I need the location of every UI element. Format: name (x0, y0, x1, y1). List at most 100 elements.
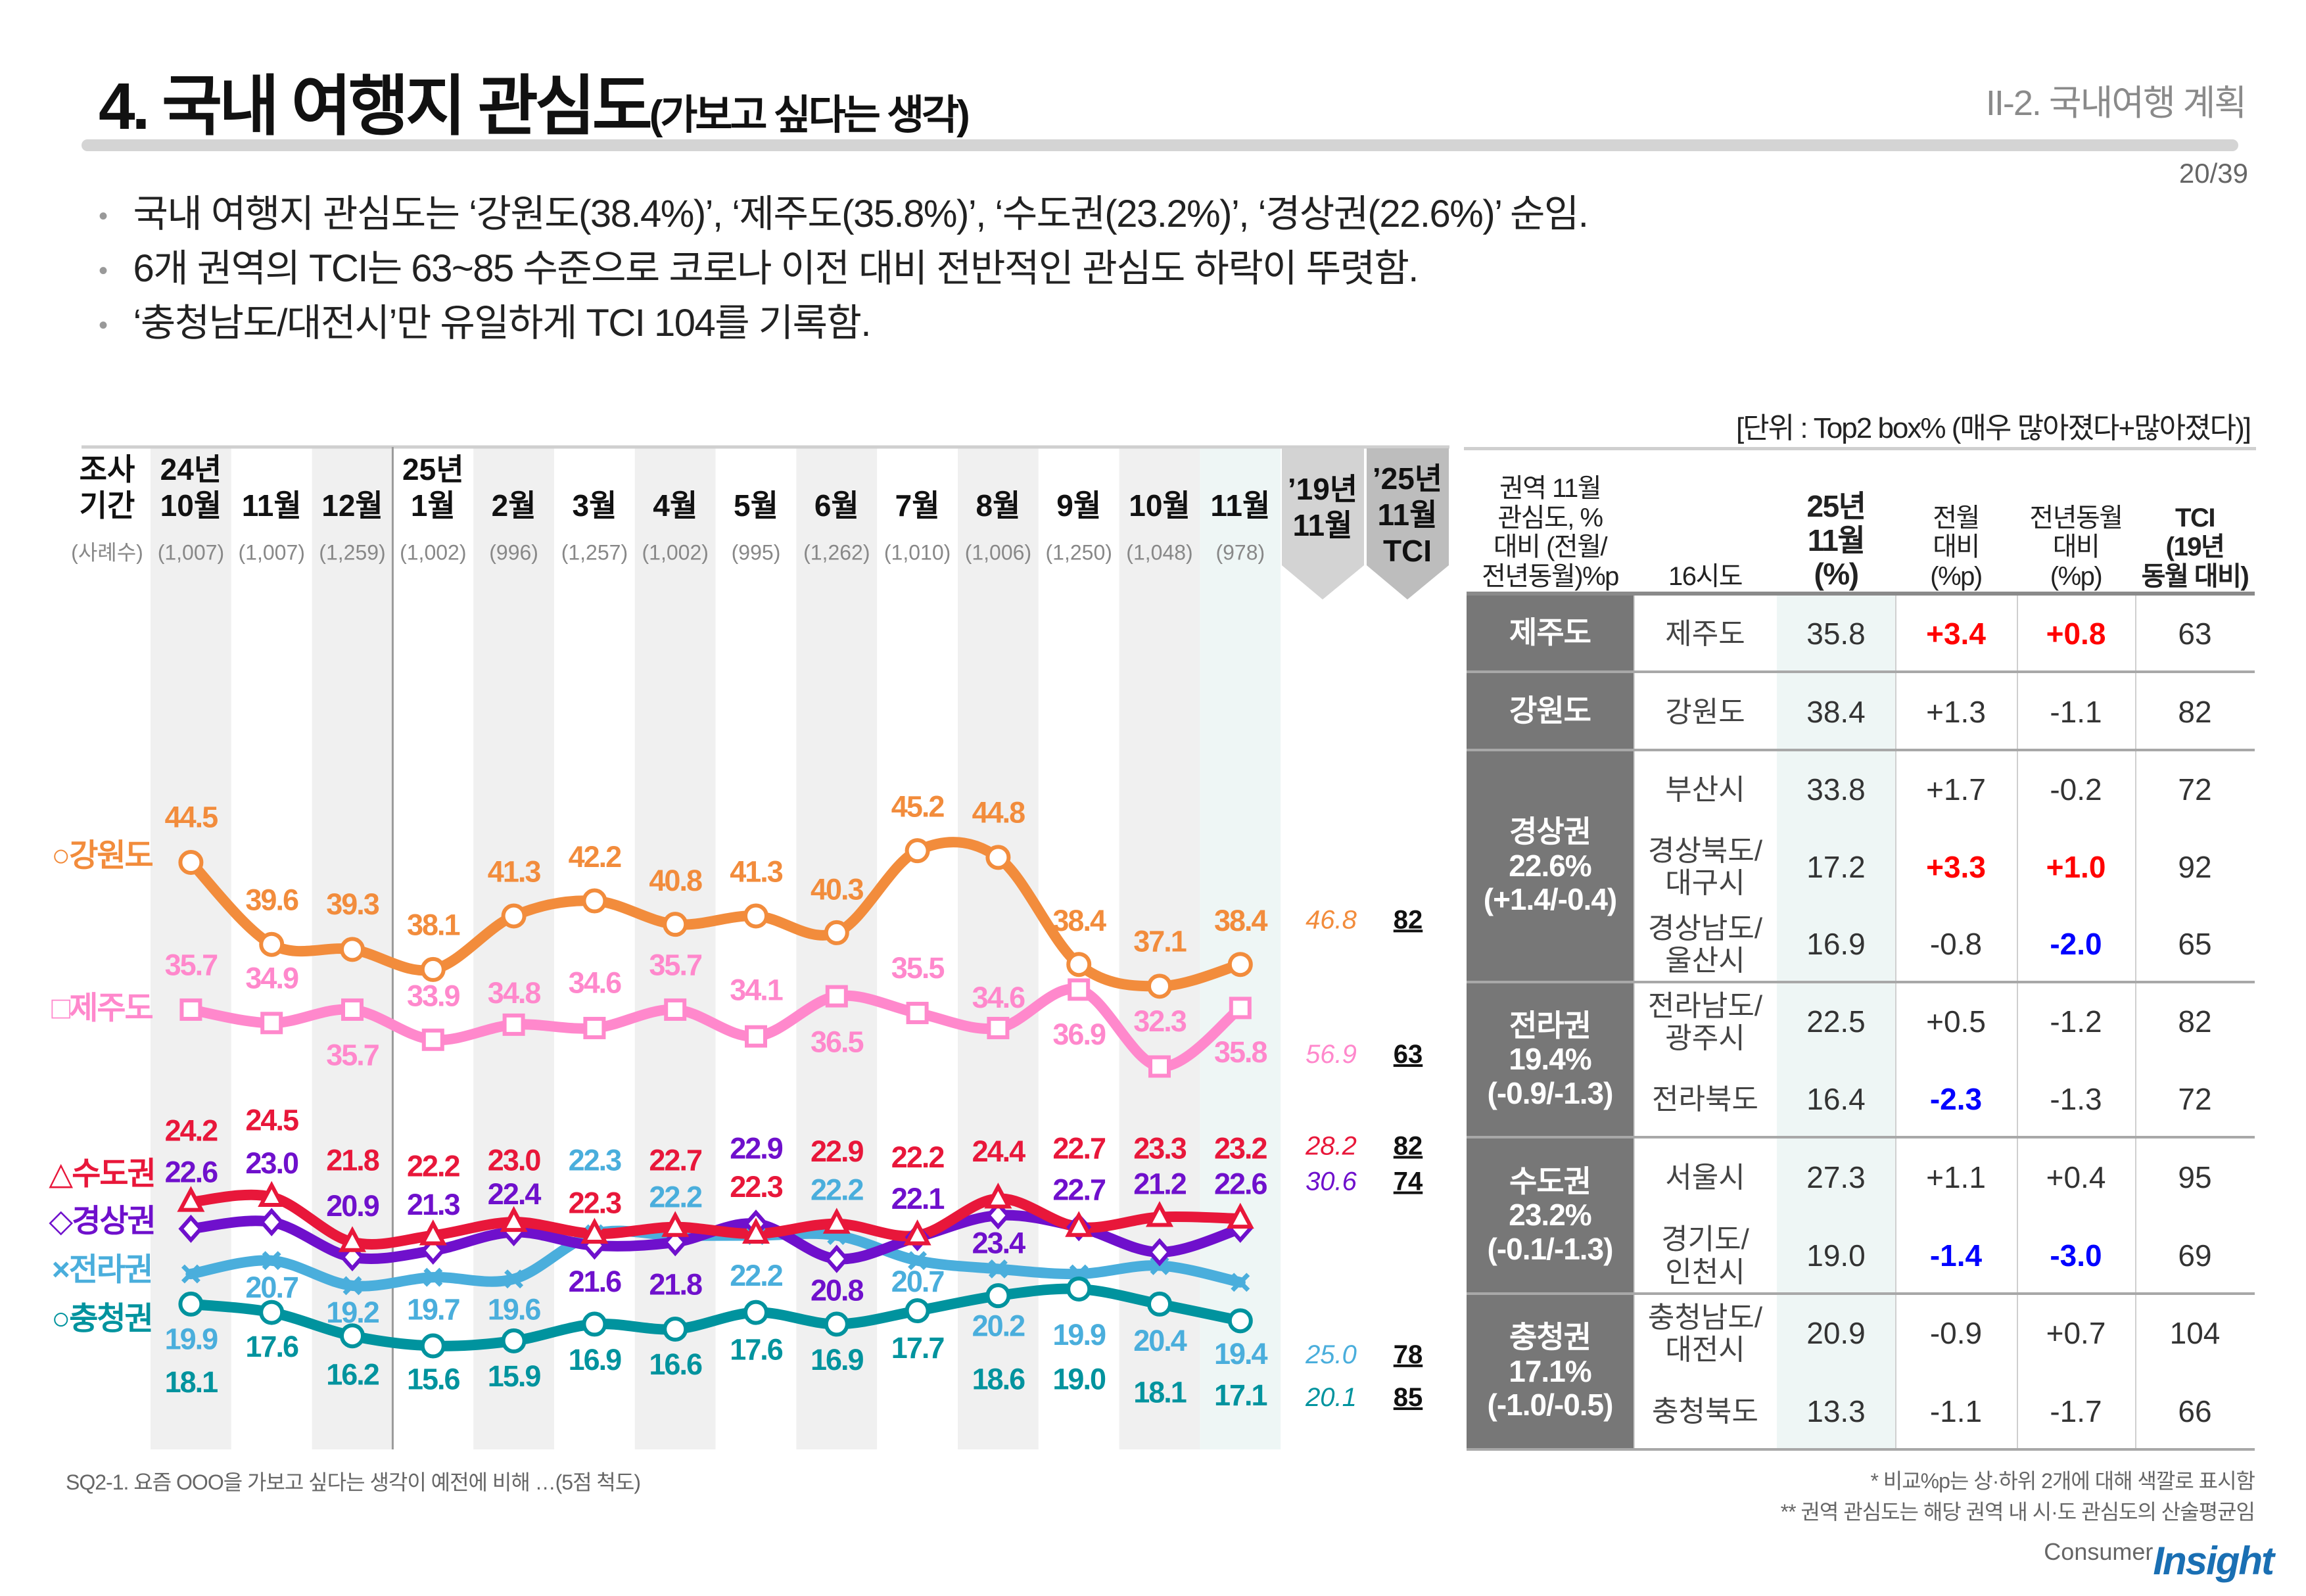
circle-marker (905, 838, 930, 864)
square-marker (583, 1016, 606, 1039)
ref-2019-value: 30.6 (1306, 1167, 1357, 1196)
column-stripe (958, 447, 1039, 1449)
month-label: 3월 (572, 488, 617, 523)
data-label: 23.3 (1133, 1131, 1187, 1165)
month-label: 8월 (976, 488, 1020, 523)
current-value: 33.8 (1806, 772, 1866, 807)
yoy-change: +1.0 (2046, 849, 2106, 884)
current-value: 16.9 (1806, 927, 1866, 962)
tci-header (1367, 448, 1449, 599)
tci-cell: 72 (2178, 1082, 2212, 1117)
triangle-marker (1226, 1202, 1254, 1229)
triangle-marker (339, 1226, 366, 1252)
yoy-change: +0.7 (2046, 1316, 2106, 1351)
current-value: 38.4 (1806, 694, 1866, 729)
data-label: 20.9 (326, 1189, 379, 1223)
sample-size: (996) (489, 540, 538, 564)
column-divider (2017, 596, 2018, 1451)
square-marker (745, 1025, 767, 1048)
column-stripe (1119, 447, 1200, 1449)
month-label: 11월 (242, 488, 302, 523)
triangle-marker (903, 1219, 931, 1246)
x-marker (262, 1251, 281, 1271)
group-divider (1467, 749, 2255, 751)
month-label: 12월 (321, 488, 383, 523)
data-label: 40.3 (811, 873, 864, 906)
data-label: 44.5 (165, 800, 218, 833)
tci-value: 63 (1394, 1040, 1423, 1069)
city-cell: 경상북도/ 대구시 (1647, 835, 1763, 900)
sample-size: (1,257) (561, 540, 628, 564)
yoy-change: -1.3 (2050, 1082, 2102, 1117)
sample-size: (1,250) (1046, 540, 1112, 564)
column-stripe (796, 447, 878, 1449)
circle-marker (420, 1333, 446, 1359)
data-label: 16.6 (649, 1348, 702, 1381)
data-label: 20.4 (1133, 1324, 1187, 1357)
current-value: 35.8 (1806, 617, 1866, 651)
data-label: 19.7 (407, 1293, 460, 1326)
column-stripe (1200, 447, 1281, 1449)
yoy-change: -2.0 (2050, 927, 2102, 962)
circle-marker (985, 845, 1011, 870)
question-footnote: SQ2-1. 요즘 OOO을 가보고 싶다는 생각이 예전에 비해 …(5점 척… (66, 1470, 641, 1494)
data-label: 35.7 (165, 948, 218, 981)
page-title: 4. 국내 여행지 관심도(가보고 싶다는 생각) (99, 53, 970, 148)
table-header: 권역 11월 관심도, % 대비 (전월/ 전년동월)%p (1482, 473, 1619, 592)
data-label: 37.1 (1133, 924, 1187, 958)
square-marker (825, 985, 848, 1008)
data-label: 22.4 (488, 1177, 542, 1211)
logo-big: Insight (2153, 1539, 2274, 1583)
yoy-change: -3.0 (2050, 1238, 2102, 1273)
legend-충청권: ○충청권 (51, 1302, 152, 1336)
circle-marker (340, 1323, 365, 1349)
sample-size: (1,006) (965, 540, 1031, 564)
logo-small: Consumer (2044, 1538, 2153, 1565)
mom-change: -2.3 (1929, 1082, 1983, 1117)
triangle-marker (822, 1208, 851, 1234)
triangle-marker (500, 1206, 528, 1232)
legend-제주도: □제주도 (51, 991, 153, 1025)
ref-2019-header-label: 11월 (1293, 508, 1353, 542)
data-label: 15.9 (488, 1359, 541, 1393)
data-label: 21.6 (569, 1265, 622, 1298)
circle-marker (824, 1311, 849, 1337)
data-label: 22.2 (891, 1140, 945, 1174)
data-label: 22.2 (730, 1259, 783, 1292)
month-label: 5월 (734, 488, 778, 523)
circle-marker (501, 903, 527, 929)
triangle-marker (258, 1181, 286, 1207)
data-label: 40.8 (649, 864, 702, 897)
group-divider (1467, 1448, 2255, 1451)
x-marker (988, 1259, 1008, 1279)
yoy-change: -1.7 (2050, 1394, 2102, 1428)
sample-size: (1,259) (319, 540, 385, 564)
x-marker (908, 1251, 928, 1271)
footnote-1: * 비교%p는 상·하위 2개에 대해 색깔로 표시함 (1870, 1469, 2255, 1493)
sample-size: (1,262) (803, 540, 870, 564)
data-label: 38.4 (1052, 904, 1106, 937)
tci-cell: 66 (2178, 1394, 2212, 1428)
data-label: 20.8 (811, 1273, 864, 1307)
region-cell: 경상권 22.6% (+1.4/-0.4) (1467, 751, 1634, 981)
data-label: 22.9 (730, 1131, 783, 1165)
data-label: 34.8 (488, 976, 541, 1010)
data-label: 22.3 (569, 1143, 622, 1177)
circle-marker (663, 912, 688, 937)
tci-cell: 69 (2178, 1238, 2212, 1273)
tci-header-label: ’25년 (1373, 461, 1442, 496)
circle-marker (905, 1298, 930, 1324)
data-label: 24.2 (165, 1114, 218, 1147)
data-label: 20.7 (891, 1265, 945, 1298)
bullet-1: • 국내 여행지 관심도는 ‘강원도(38.4%)’, ‘제주도(35.8%)’,… (99, 183, 1589, 238)
city-cell: 서울시 (1665, 1161, 1745, 1194)
data-label: 39.6 (245, 883, 298, 916)
section-label: II-2. 국내여행 계획 (1985, 83, 2247, 123)
data-label: 22.7 (649, 1143, 702, 1177)
yoy-change: +0.8 (2046, 617, 2106, 651)
triangle-marker (1065, 1211, 1093, 1237)
current-value: 20.9 (1806, 1316, 1866, 1351)
city-cell: 경상남도/ 울산시 (1647, 912, 1763, 977)
diamond-marker (259, 1208, 285, 1236)
circle-marker (1066, 952, 1092, 977)
